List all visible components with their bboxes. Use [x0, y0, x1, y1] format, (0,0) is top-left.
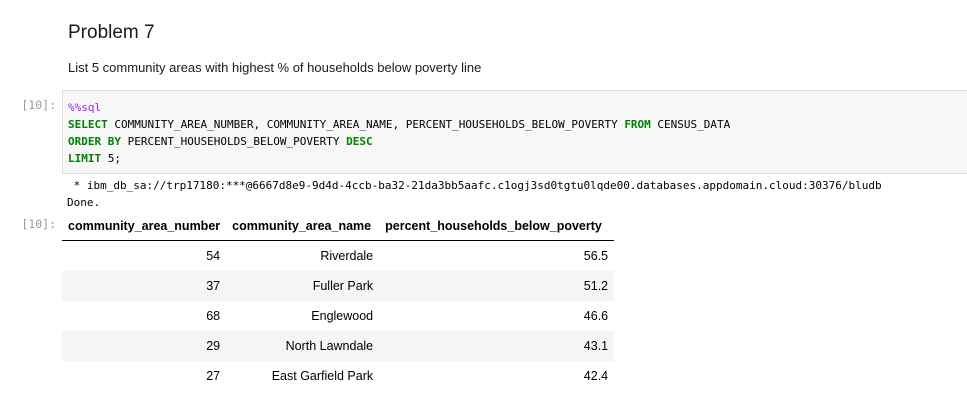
column-header: community_area_number [62, 211, 227, 241]
keyword-limit: LIMIT [68, 152, 102, 165]
table-cell: North Lawndale [226, 331, 380, 361]
code-table-name: CENSUS_DATA [650, 118, 731, 131]
table-cell: 37 [62, 271, 227, 301]
code-limit-value: 5; [101, 152, 121, 165]
table-cell: East Garfield Park [271, 369, 374, 383]
table-cell: Fuller Park [226, 271, 380, 301]
table-row: 54 Riverdale 56.5 [62, 241, 614, 272]
markdown-heading: Problem 7 [68, 22, 155, 43]
table-cell: 56.5 [583, 249, 609, 263]
table-cell: 54 [206, 249, 221, 263]
table-cell: 51.2 [379, 271, 615, 301]
column-header: percent_households_below_poverty [379, 211, 615, 241]
keyword-from: FROM [624, 118, 651, 131]
connection-string: * ibm_db_sa://trp17180:***@6667d8e9-9d4d… [67, 179, 882, 192]
table-header-row: community_area_number community_area_nam… [62, 211, 615, 241]
code-select-columns: COMMUNITY_AREA_NUMBER, COMMUNITY_AREA_NA… [107, 118, 625, 131]
table-cell: 43.1 [379, 331, 615, 361]
code-cell[interactable]: %%sql SELECT COMMUNITY_AREA_NUMBER, COMM… [62, 90, 967, 174]
table-cell: 42.4 [583, 369, 609, 383]
keyword-order-by: ORDER BY [68, 135, 121, 148]
stream-output: * ibm_db_sa://trp17180:***@6667d8e9-9d4d… [67, 177, 882, 211]
table-cell: Englewood [311, 309, 374, 323]
keyword-select: SELECT [68, 118, 108, 131]
done-message: Done. [67, 196, 101, 209]
table-row: 29 North Lawndale 43.1 [62, 331, 615, 361]
table-cell: 46.6 [583, 309, 609, 323]
code-editor[interactable]: %%sql SELECT COMMUNITY_AREA_NUMBER, COMM… [68, 99, 730, 167]
table-cell: 68 [206, 309, 221, 323]
sql-magic: %%sql [68, 101, 102, 114]
table-row: 37 Fuller Park 51.2 [62, 271, 615, 301]
keyword-desc: DESC [346, 135, 373, 148]
code-order-column: PERCENT_HOUSEHOLDS_BELOW_POVERTY [120, 135, 347, 148]
table-cell: 29 [62, 331, 227, 361]
output-prompt: [10]: [21, 217, 56, 231]
markdown-description: List 5 community areas with highest % of… [68, 60, 482, 75]
result-table: community_area_number community_area_nam… [62, 211, 615, 391]
table-row: 68 Englewood 46.6 [62, 301, 614, 331]
table-row: 27 East Garfield Park 42.4 [62, 361, 614, 391]
table-cell: 27 [206, 369, 221, 383]
input-prompt: [10]: [21, 98, 56, 112]
column-header: community_area_name [226, 211, 380, 241]
table-cell: Riverdale [320, 249, 374, 263]
